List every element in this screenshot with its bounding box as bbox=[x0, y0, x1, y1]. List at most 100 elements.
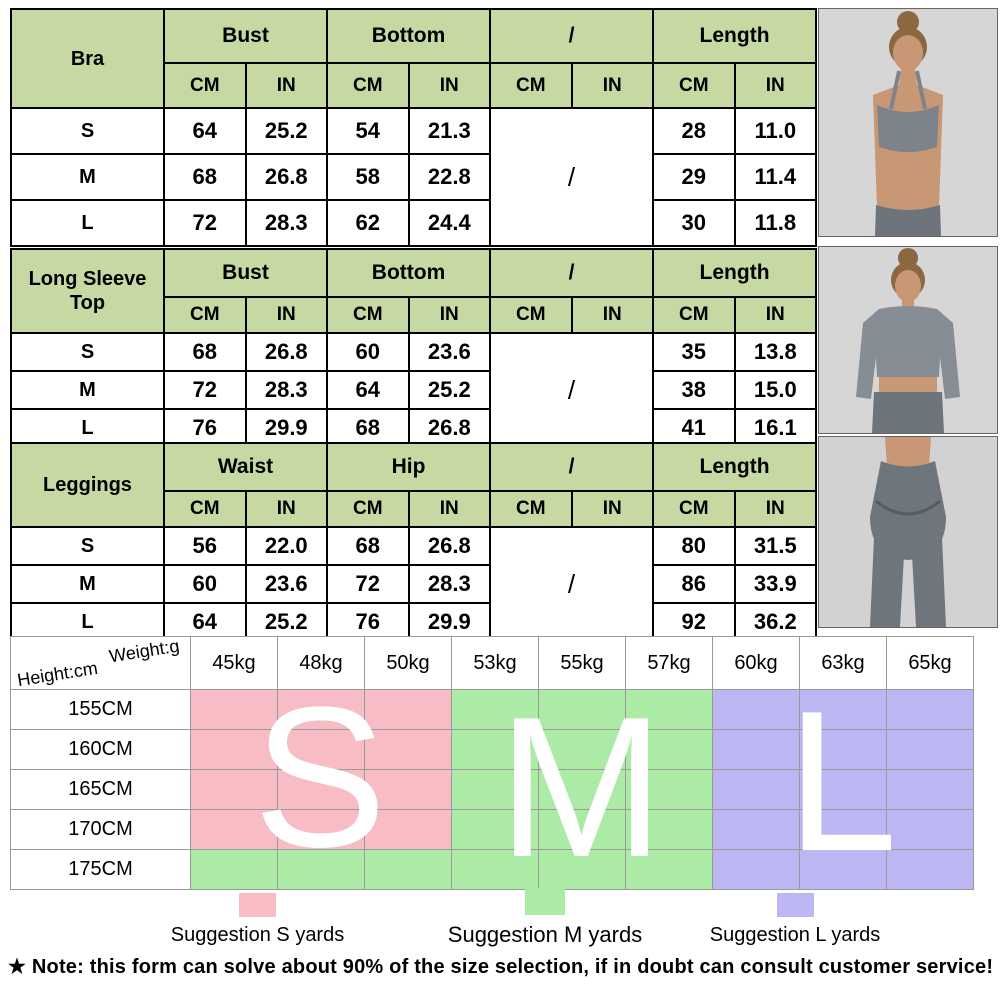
l-legend-label: Suggestion L yards bbox=[709, 924, 881, 946]
value-cell: 60 bbox=[163, 564, 247, 604]
model-silhouette-leggings bbox=[819, 437, 997, 627]
unit-row: CM IN CM IN CM IN CM IN bbox=[11, 490, 818, 528]
column-header-bottom: Bottom bbox=[326, 8, 492, 64]
weight-label: 45kg bbox=[190, 636, 278, 690]
long-sleeve-top-size-table: Long Sleeve Top Bust Bottom / Length CM … bbox=[10, 248, 818, 448]
grid-cell bbox=[277, 849, 365, 890]
s-legend-swatch bbox=[239, 893, 276, 917]
weight-label: 55kg bbox=[538, 636, 626, 690]
grid-cell bbox=[364, 769, 452, 810]
unit-in: IN bbox=[407, 296, 492, 334]
column-header-bottom: Bottom bbox=[326, 248, 492, 298]
size-row-m: M 60 23.6 72 28.3 86 33.9 bbox=[10, 564, 818, 604]
grid-cell bbox=[625, 689, 713, 730]
weight-label: 65kg bbox=[886, 636, 974, 690]
size-row-s: S 64 25.2 54 21.3 / 28 11.0 bbox=[10, 107, 818, 247]
value-cell: 23.6 bbox=[244, 564, 329, 604]
slash-cell: / bbox=[489, 107, 655, 247]
value-cell: 28 bbox=[652, 107, 736, 155]
grid-cell bbox=[799, 769, 887, 810]
height-label: 160CM bbox=[10, 729, 191, 770]
legend-item-l: Suggestion L yards bbox=[680, 893, 910, 947]
size-label: M bbox=[10, 370, 165, 410]
grid-cell bbox=[799, 689, 887, 730]
grid-cell bbox=[886, 849, 974, 890]
unit-in: IN bbox=[407, 62, 492, 109]
grid-cell bbox=[712, 769, 800, 810]
grid-cell bbox=[886, 729, 974, 770]
value-cell: 68 bbox=[163, 153, 247, 201]
column-header-waist: Waist bbox=[162, 442, 329, 492]
value-cell: 21.3 bbox=[407, 107, 492, 155]
grid-row: 165CM bbox=[10, 769, 974, 810]
value-cell: 29.9 bbox=[407, 602, 492, 642]
header-row: Leggings Waist Hip / Length bbox=[10, 442, 818, 528]
product-name: Leggings bbox=[10, 442, 165, 528]
value-cell: 60 bbox=[326, 332, 410, 372]
value-cell: 80 bbox=[652, 526, 736, 566]
unit-in: IN bbox=[244, 62, 329, 109]
unit-cm: CM bbox=[652, 62, 736, 109]
unit-in: IN bbox=[244, 490, 329, 528]
corner-cell: Weight:g Height:cm bbox=[10, 636, 191, 690]
value-cell: 76 bbox=[326, 602, 410, 642]
column-header-bust: Bust bbox=[162, 8, 329, 64]
value-cell: 11.0 bbox=[733, 107, 818, 155]
m-legend-label: Suggestion M yards bbox=[447, 922, 643, 947]
unit-row: CM IN CM IN CM IN CM IN bbox=[11, 62, 818, 109]
height-label: 155CM bbox=[10, 689, 191, 730]
column-header-length: Length bbox=[652, 248, 818, 298]
grid-cell bbox=[190, 689, 278, 730]
value-cell: 41 bbox=[652, 408, 736, 448]
grid-row: 160CM bbox=[10, 729, 974, 770]
legend-item-s: Suggestion S yards bbox=[150, 893, 365, 947]
size-row-l: L 72 28.3 62 24.4 30 11.8 bbox=[10, 199, 818, 247]
weight-label: 60kg bbox=[712, 636, 800, 690]
grid-cell bbox=[712, 689, 800, 730]
grid-row: 175CM bbox=[10, 849, 974, 890]
value-cell: 72 bbox=[163, 370, 247, 410]
weight-label: 57kg bbox=[625, 636, 713, 690]
grid-cell bbox=[538, 729, 626, 770]
value-cell: 22.8 bbox=[407, 153, 492, 201]
size-label: L bbox=[10, 199, 165, 247]
column-header-length: Length bbox=[652, 8, 818, 64]
value-cell: 30 bbox=[652, 199, 736, 247]
grid-header-row: Weight:g Height:cm 45kg 48kg 50kg 53kg 5… bbox=[10, 636, 974, 690]
column-header-length: Length bbox=[652, 442, 818, 492]
size-row-s: S 68 26.8 60 23.6 / 35 13.8 bbox=[10, 332, 818, 448]
size-label: L bbox=[10, 602, 165, 642]
grid-cell bbox=[451, 689, 539, 730]
grid-cell bbox=[364, 849, 452, 890]
grid-cell bbox=[277, 729, 365, 770]
footer-note: ★ Note: this form can solve about 90% of… bbox=[8, 956, 994, 978]
header-row: Bra Bust Bottom / Length bbox=[10, 8, 818, 109]
grid-cell bbox=[190, 729, 278, 770]
value-cell: 56 bbox=[163, 526, 247, 566]
value-cell: 11.4 bbox=[733, 153, 818, 201]
model-silhouette-top bbox=[819, 247, 997, 433]
grid-cell bbox=[799, 849, 887, 890]
grid-cell bbox=[364, 729, 452, 770]
grid-cell bbox=[799, 729, 887, 770]
m-legend-swatch bbox=[525, 888, 565, 915]
value-cell: 54 bbox=[326, 107, 410, 155]
grid-cell bbox=[277, 769, 365, 810]
value-cell: 15.0 bbox=[733, 370, 818, 410]
grid-cell bbox=[799, 809, 887, 850]
unit-in: IN bbox=[570, 62, 655, 109]
size-label: S bbox=[10, 526, 165, 566]
value-cell: 76 bbox=[163, 408, 247, 448]
value-cell: 92 bbox=[652, 602, 736, 642]
grid-cell bbox=[538, 809, 626, 850]
product-name: Bra bbox=[10, 8, 165, 109]
height-weight-table: Weight:g Height:cm 45kg 48kg 50kg 53kg 5… bbox=[10, 636, 974, 890]
grid-cell bbox=[538, 689, 626, 730]
value-cell: 38 bbox=[652, 370, 736, 410]
unit-cm: CM bbox=[326, 296, 410, 334]
value-cell: 13.8 bbox=[733, 332, 818, 372]
value-cell: 25.2 bbox=[244, 602, 329, 642]
unit-cm: CM bbox=[326, 490, 410, 528]
value-cell: 36.2 bbox=[733, 602, 818, 642]
grid-cell bbox=[886, 769, 974, 810]
